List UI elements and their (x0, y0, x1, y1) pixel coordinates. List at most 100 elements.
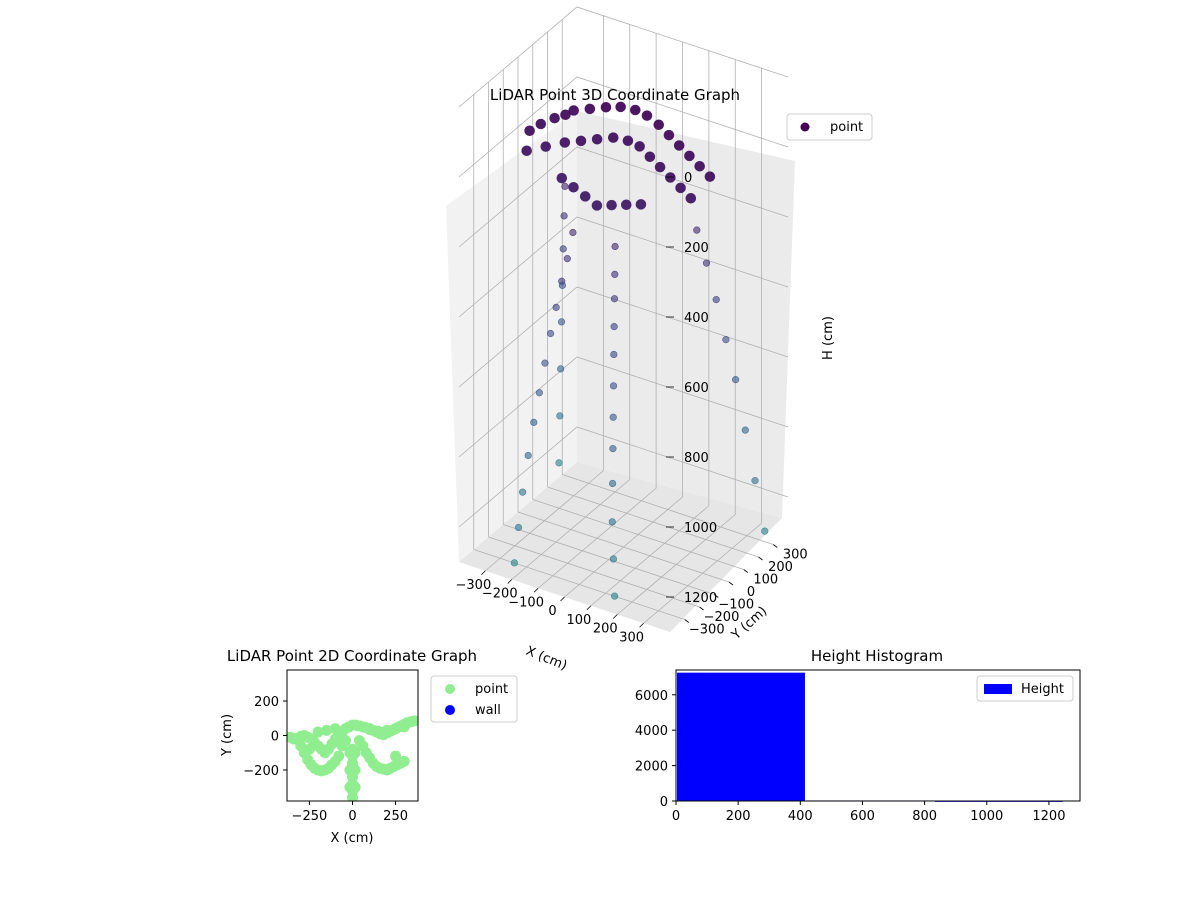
histogram-legend-box (976, 675, 1074, 702)
3d-grid-line (458, 356, 789, 458)
2d-scatter-plot: LiDAR Point 2D Coordinate Graph −250 0 250… (220, 647, 518, 846)
3d-point (751, 477, 759, 485)
3d-x-tick-mark (586, 605, 592, 611)
3d-x-tick-mark (639, 622, 644, 628)
3d-y-tick-mark (699, 606, 704, 611)
2d-point (347, 792, 358, 801)
2d-tick-labels: −250 0 250 200 0 −200 (243, 695, 408, 824)
3d-point (608, 518, 616, 526)
3d-point (712, 296, 720, 304)
3d-point (663, 129, 675, 141)
3d-point (556, 172, 568, 184)
3d-x-tick-label: −300 (456, 578, 492, 593)
2d-y-tick-label: 0 (271, 730, 279, 745)
3d-z-tick-label: 600 (684, 381, 709, 396)
2d-point (349, 781, 361, 793)
2d-point (409, 715, 418, 727)
3d-grid-line (458, 76, 789, 178)
3d-grid-line (458, 426, 789, 528)
3d-grid-line (643, 522, 762, 624)
3d-grid-line (517, 511, 730, 583)
3d-grid-line (590, 505, 710, 607)
3d-y-tick-label: 0 (747, 585, 755, 600)
2d-legend: point wall (430, 675, 518, 723)
histogram-bar (677, 672, 805, 801)
3d-point (684, 150, 695, 162)
histogram-plot-frame (675, 669, 1081, 802)
3d-point (568, 181, 579, 193)
3d-point (557, 365, 565, 373)
3d-point (606, 199, 617, 211)
2d-x-axis-label: X (cm) (331, 831, 374, 846)
3d-point (555, 459, 563, 467)
histogram-tick-labels: 0 200 400 600 800 1000 1200 0 2000 4000 6000 (635, 689, 1066, 824)
3d-point (675, 182, 686, 194)
3d-point (609, 413, 617, 421)
3d-point (561, 182, 569, 190)
3d-grid-line (458, 6, 789, 108)
3d-z-tick-label: 200 (684, 241, 709, 256)
3d-point (535, 389, 543, 397)
3d-point (591, 200, 603, 211)
3d-point (609, 555, 618, 563)
3d-y-tick-label: 200 (768, 560, 793, 575)
3d-z-tick-label: 800 (684, 451, 709, 466)
3d-y-tick-label: −300 (689, 623, 725, 638)
3d-y-tick-label: 300 (783, 548, 808, 563)
2d-point (364, 723, 376, 735)
3d-y-tick-mark (743, 569, 748, 573)
3d-point (514, 523, 523, 532)
3d-grid-line (458, 216, 789, 318)
2d-point (303, 743, 315, 755)
3d-point (607, 132, 619, 143)
3d-back-pane-right (577, 111, 795, 518)
3d-point (611, 242, 619, 251)
3d-point (563, 255, 571, 263)
3d-y-tick-mark (714, 594, 719, 598)
3d-point (559, 137, 571, 148)
3d-point (556, 412, 564, 420)
2d-point (353, 735, 365, 747)
3d-legend-label-point: point (830, 120, 863, 135)
3d-point (685, 192, 697, 204)
3d-point (615, 101, 626, 113)
3d-y-tick-label: −100 (718, 598, 754, 613)
3d-point (741, 426, 749, 434)
2d-y-tick-label: 200 (254, 695, 279, 710)
2d-point (398, 755, 410, 767)
3d-point (540, 141, 552, 152)
histogram-x-tick-label: 400 (788, 809, 813, 824)
3d-point (634, 141, 645, 152)
histogram-y-tick-label: 2000 (635, 760, 668, 775)
3d-point (552, 303, 560, 311)
3d-legend-box (786, 113, 873, 141)
2d-legend-marker-wall (445, 705, 455, 715)
3d-x-tick-label: 300 (619, 630, 644, 645)
3d-point (673, 140, 685, 151)
2d-x-tick-label: 250 (383, 809, 408, 824)
3d-x-tick-label: 0 (548, 604, 556, 619)
2d-point (349, 764, 361, 776)
histogram-legend-swatch (984, 684, 1012, 694)
3d-point (641, 110, 653, 121)
3d-y-tick-label: 100 (753, 573, 778, 588)
2d-points (287, 715, 418, 801)
3d-point (558, 281, 566, 289)
height-histogram: Height Histogram 0 200 400 600 800 1000 1200 0 2… (635, 647, 1081, 824)
histogram-x-tick-label: 200 (726, 809, 751, 824)
3d-y-tick-mark (728, 581, 734, 586)
histogram-x-tick-label: 1200 (1032, 809, 1065, 824)
3d-point (610, 350, 618, 359)
3d-floor-pane (459, 462, 782, 632)
3d-scatter-plot: −300−200−1000100200300−300−200−100010020… (446, 6, 873, 674)
3d-y-tick-label: −200 (704, 610, 740, 625)
3d-point (584, 103, 596, 115)
histogram-x-tick-label: 600 (850, 809, 875, 824)
3d-point (524, 451, 532, 460)
3d-point (761, 527, 769, 535)
2d-y-axis-label: Y (cm) (220, 714, 235, 757)
2d-legend-label-wall: wall (475, 703, 501, 718)
2d-x-tick-label: 0 (348, 809, 356, 824)
2d-x-tick-label: −250 (292, 809, 328, 824)
